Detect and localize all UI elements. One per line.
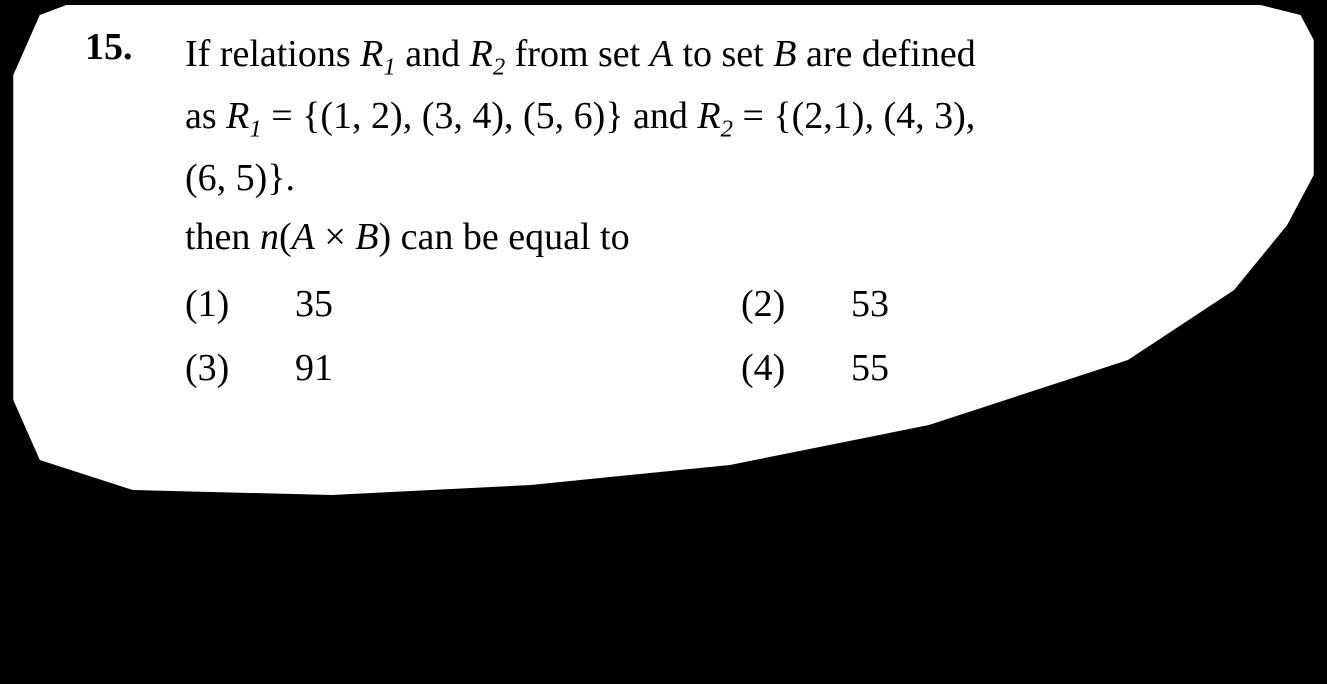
text-toset: to set [673, 33, 773, 75]
text-defined: are defined [796, 33, 975, 75]
question-line-1: If relations R1 and R2 from set A to set… [185, 25, 1297, 87]
symbol-R2-b: R [697, 95, 720, 137]
text-close: ) can be equal to [378, 216, 629, 258]
option-2: (2) 53 [741, 275, 1297, 334]
symbol-R1-b: R [226, 95, 249, 137]
text-r1-set: = {(1, 2), (3, 4), (5, 6)} and [262, 95, 698, 137]
question-body: If relations R1 and R2 from set A to set… [185, 25, 1297, 398]
symbol-n: n [260, 216, 279, 258]
text-open: ( [279, 216, 292, 258]
text-then: then [185, 216, 260, 258]
symbol-A: A [650, 33, 673, 75]
symbol-R1: R [360, 33, 383, 75]
option-3-num: (3) [185, 339, 295, 398]
question-line-3: (6, 5)}. [185, 149, 1297, 208]
option-3-val: 91 [295, 339, 741, 398]
question-line-2: as R1 = {(1, 2), (3, 4), (5, 6)} and R2 … [185, 87, 1297, 149]
option-4-num: (4) [741, 339, 851, 398]
text-prefix: If relations [185, 33, 360, 75]
text-and: and [396, 33, 470, 75]
text-r2-set: = {(2,1), (4, 3), [733, 95, 975, 137]
text-fromset: from set [505, 33, 650, 75]
symbol-R2: R [470, 33, 493, 75]
symbol-R1-sub-b: 1 [249, 115, 261, 142]
option-1: (1) 35 [185, 275, 741, 334]
symbol-R2-sub-b: 2 [721, 115, 733, 142]
option-1-val: 35 [295, 275, 741, 334]
question-paper: 15. If relations R1 and R2 from set A to… [0, 0, 1327, 500]
symbol-A-b: A [292, 216, 315, 258]
symbol-R1-sub: 1 [383, 54, 395, 81]
question-line-4: then n(A × B) can be equal to [185, 208, 1297, 267]
option-3: (3) 91 [185, 339, 741, 398]
option-4-val: 55 [851, 339, 1297, 398]
question-wrapper: 15. If relations R1 and R2 from set A to… [0, 25, 1327, 398]
options-grid: (1) 35 (2) 53 (3) 91 (4) 55 [185, 275, 1297, 399]
option-2-num: (2) [741, 275, 851, 334]
symbol-B-b: B [355, 216, 378, 258]
option-2-val: 53 [851, 275, 1297, 334]
question-number: 15. [85, 25, 185, 398]
symbol-R2-sub: 2 [493, 54, 505, 81]
text-as: as [185, 95, 226, 137]
option-4: (4) 55 [741, 339, 1297, 398]
symbol-B: B [773, 33, 796, 75]
option-1-num: (1) [185, 275, 295, 334]
text-times: × [315, 216, 355, 258]
